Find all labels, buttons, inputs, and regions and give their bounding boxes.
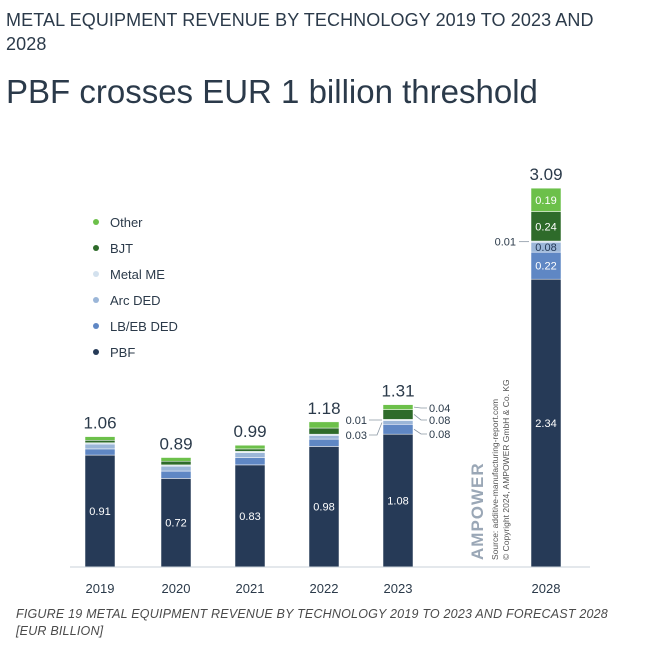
bar-segment-lb-eb-ded-2019 [84,448,116,456]
total-label-2028: 3.09 [529,165,562,184]
x-tick-label-2021: 2021 [236,581,265,596]
segment-labels: 0.910.720.830.981.080.080.030.01 0.080.04… [89,195,556,530]
legend-marker-arc-ded [93,297,99,303]
legend-marker-pbf [93,349,99,355]
total-label-2022: 1.18 [307,399,340,418]
data-label-metal-me-2023: 0.01 [346,415,367,427]
figure-caption: FIGURE 19 METAL EQUIPMENT REVENUE BY TEC… [16,607,608,638]
data-label-lb-eb-ded-2028: 0.22 [535,261,556,273]
stacked-bar-chart: Other BJT Metal ME Arc DED LB/EB DED PBF 0.91… [70,165,590,596]
chart-legend: Other BJT Metal ME Arc DED LB/EB DED PBF [93,215,178,360]
bar-segment-bjt-2028 [530,211,562,242]
bar-segment-arc-ded-2020 [160,465,192,472]
data-label-other-2023: 0.04 [429,403,450,415]
data-label-pbf-2028: 2.34 [535,418,556,430]
bar-segment-arc-ded-2023 [382,420,414,425]
legend-marker-lb-eb-ded [93,323,99,329]
bar-segment-bjt-2020 [160,460,192,466]
chart-headline: PBF crosses EUR 1 billion threshold [6,73,538,110]
bar-segment-bjt-2019 [84,440,116,444]
x-tick-label-2028: 2028 [532,581,561,596]
bar-segment-other-2022 [308,421,340,429]
bar-segment-pbf-2021 [234,464,266,568]
bar-segment-other-2023 [382,404,414,410]
bar-segment-pbf-2023 [382,433,414,568]
bar-segment-other-2028 [530,187,562,212]
data-label-arc-ded-2023: 0.03 [346,430,367,442]
bar-segment-other-2020 [160,457,192,462]
data-label-bjt-2023: 0.08 [429,415,450,427]
x-tick-label-2023: 2023 [384,581,413,596]
legend-label-other: Other [110,215,143,230]
x-axis-tick-labels: 2019 2020 2021 2022 2023 2028 [86,581,561,596]
watermark-brand: AMPOWER [468,462,487,560]
x-tick-label-2019: 2019 [86,581,115,596]
bar-segment-lb-eb-ded-2023 [382,424,414,435]
bar-segment-bjt-2023 [382,409,414,420]
bar-segment-arc-ded-2021 [234,452,266,458]
bar-segment-lb-eb-ded-2020 [160,470,192,479]
callout-line-arc-ded-2023 [369,422,383,436]
total-label-2019: 1.06 [83,414,116,433]
bar-segment-other-2019 [84,436,116,441]
total-label-2021: 0.99 [233,422,266,441]
ampower-watermark: AMPOWER Source: additive-manufacturing-r… [468,379,511,560]
data-label-arc-ded-2028: 0.08 [535,242,556,254]
data-label-bjt-2028: 0.24 [535,221,556,233]
chart-supertitle: METAL EQUIPMENT REVENUE BY TECHNOLOGY 20… [6,10,594,54]
data-label-lb-eb-ded-2023: 0.08 [429,429,450,441]
bar-segment-arc-ded-2019 [84,443,116,450]
legend-marker-bjt [93,245,99,251]
data-label-metal-me-2028: 0.01 [495,237,516,249]
legend-label-arc-ded: Arc DED [110,293,161,308]
x-tick-label-2022: 2022 [310,581,339,596]
chart-bars [84,187,562,568]
bar-segment-lb-eb-ded-2021 [234,457,266,466]
legend-label-bjt: BJT [110,241,133,256]
data-label-pbf-2023: 1.08 [387,496,408,508]
bar-segment-other-2021 [234,444,266,450]
watermark-source: Source: additive-manufacturing-report.co… [490,399,500,560]
legend-label-metal-me: Metal ME [110,267,165,282]
bar-segment-pbf-2022 [308,446,340,568]
data-label-pbf-2022: 0.98 [313,502,334,514]
callout-line-lb-eb-ded-2023 [413,428,427,435]
data-label-pbf-2021: 0.83 [239,511,260,523]
bar-segment-bjt-2022 [308,427,340,435]
legend-label-lb-eb-ded: LB/EB DED [110,319,178,334]
callout-line-other-2023 [413,406,427,409]
data-label-other-2028: 0.19 [535,195,556,207]
total-label-2020: 0.89 [159,435,192,454]
callout-line-bjt-2023 [413,414,427,421]
data-label-pbf-2020: 0.72 [165,518,186,530]
bar-segment-lb-eb-ded-2028 [530,251,562,280]
legend-marker-other [93,219,99,225]
bar-segment-bjt-2021 [234,448,266,452]
total-labels: 1.06 0.89 0.99 1.18 1.31 3.09 [83,165,562,453]
total-label-2023: 1.31 [381,382,414,401]
legend-label-pbf: PBF [110,345,135,360]
bar-segment-arc-ded-2022 [308,435,340,440]
data-label-pbf-2019: 0.91 [89,506,110,518]
bar-segment-lb-eb-ded-2022 [308,438,340,447]
x-tick-label-2020: 2020 [162,581,191,596]
bar-segment-pbf-2028 [530,278,562,568]
watermark-copyright: © Copyright 2024, AMPOWER GmbH & Co. KG [501,379,511,560]
legend-marker-metal-me [93,271,99,277]
